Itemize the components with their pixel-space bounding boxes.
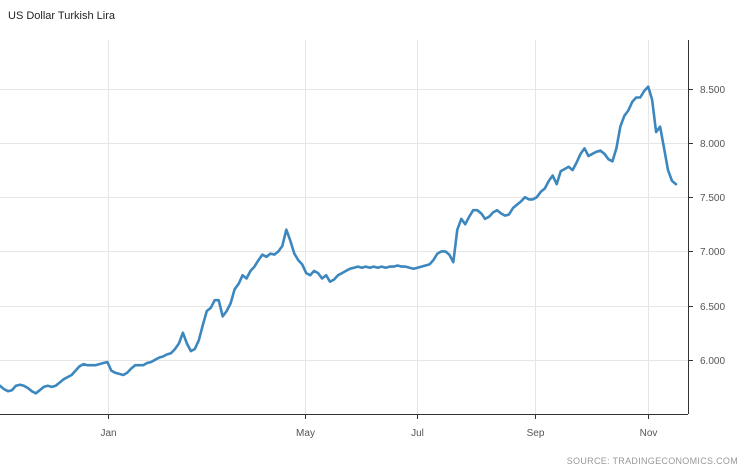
y-tick-label: 7.500 <box>700 193 725 204</box>
chart-source: SOURCE: TRADINGECONOMICS.COM <box>566 456 738 466</box>
y-tick-label: 8.000 <box>700 139 725 150</box>
x-tick-label: Nov <box>640 428 658 439</box>
x-tick-label: Sep <box>527 428 545 439</box>
x-tick-label: May <box>296 428 315 439</box>
x-tick-label: Jan <box>100 428 116 439</box>
series-line <box>0 85 678 395</box>
y-tick-label: 8.500 <box>700 85 725 96</box>
y-tick-label: 6.500 <box>700 302 725 313</box>
x-tick-label: Jul <box>411 428 424 439</box>
y-tick-label: 7.000 <box>700 247 725 258</box>
chart-title: US Dollar Turkish Lira <box>8 10 115 22</box>
y-tick-label: 6.000 <box>700 356 725 367</box>
